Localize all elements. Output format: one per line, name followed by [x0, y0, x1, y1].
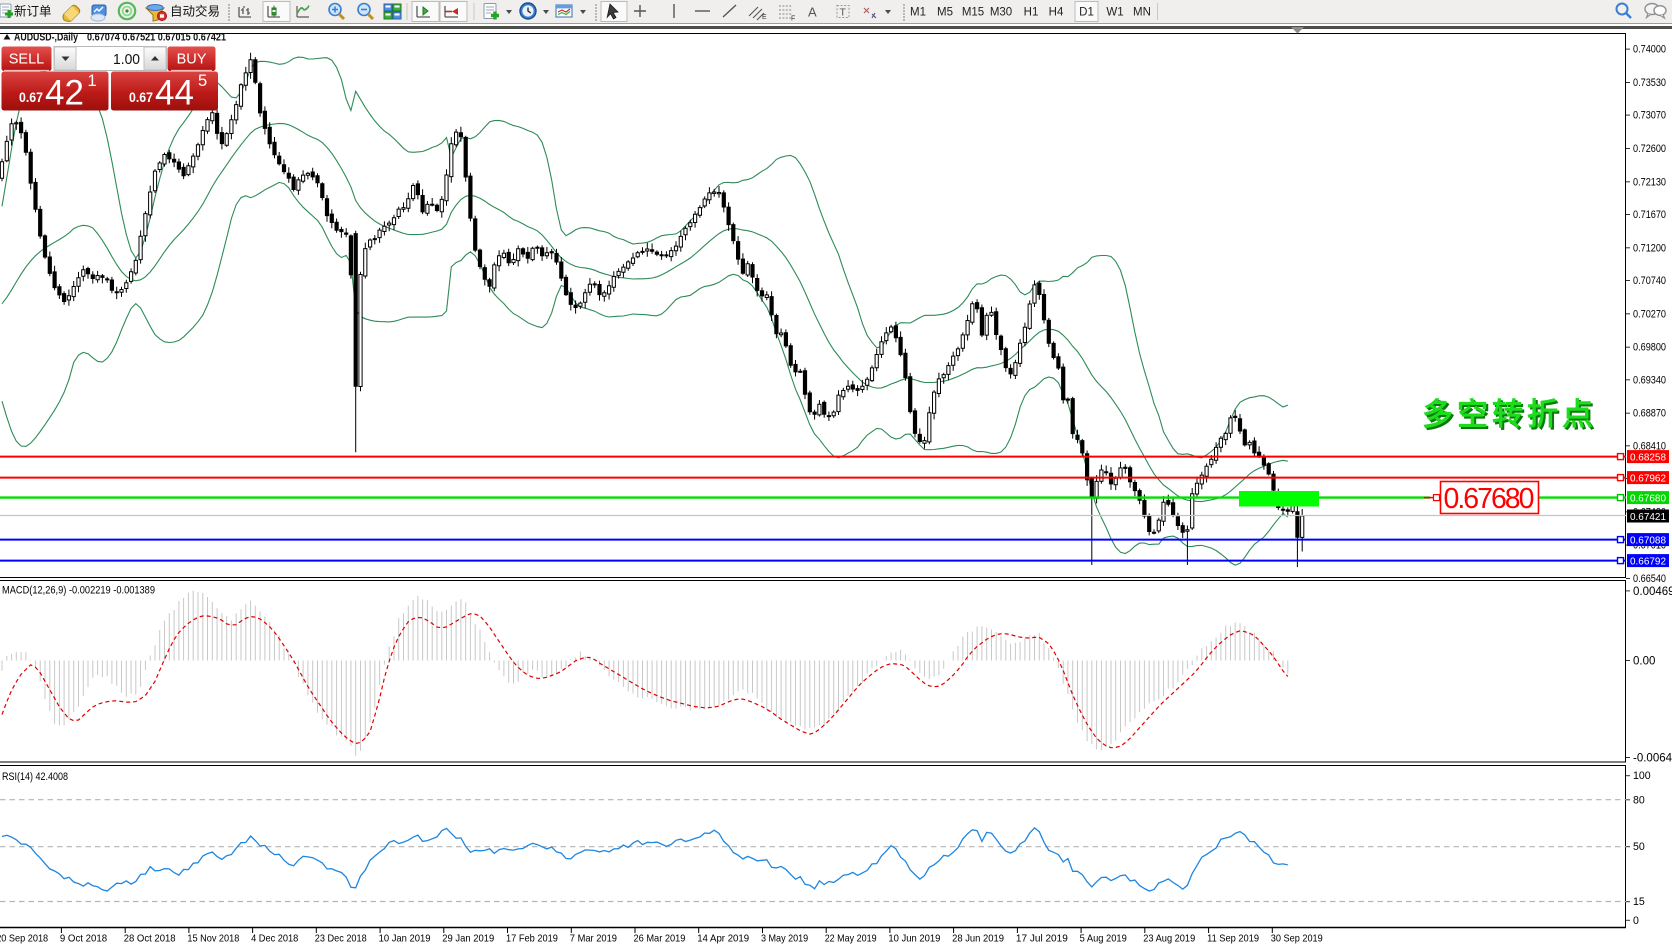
svg-text:0.68410: 0.68410 — [1633, 440, 1666, 452]
svg-text:0.72130: 0.72130 — [1633, 176, 1666, 188]
svg-text:-0.006427: -0.006427 — [1633, 753, 1672, 765]
svg-text:0.74000: 0.74000 — [1633, 44, 1666, 56]
svg-text:0.71200: 0.71200 — [1633, 242, 1666, 254]
svg-text:5 Aug 2019: 5 Aug 2019 — [1080, 934, 1127, 945]
svg-text:M15: M15 — [962, 7, 984, 19]
svg-text:0.67680: 0.67680 — [1630, 493, 1666, 504]
svg-text:17 Jul 2019: 17 Jul 2019 — [1016, 934, 1068, 945]
svg-text:23 Aug 2019: 23 Aug 2019 — [1143, 934, 1195, 945]
svg-text:H1: H1 — [1024, 7, 1039, 19]
svg-text:自动交易: 自动交易 — [170, 4, 220, 19]
svg-text:30 Sep 2019: 30 Sep 2019 — [1271, 934, 1323, 945]
svg-text:0.70270: 0.70270 — [1633, 308, 1666, 320]
svg-text:23 Dec 2018: 23 Dec 2018 — [315, 934, 367, 945]
svg-text:20 Sep 2018: 20 Sep 2018 — [0, 934, 48, 945]
svg-text:0.69800: 0.69800 — [1633, 342, 1666, 354]
svg-text:22 May 2019: 22 May 2019 — [825, 934, 877, 945]
svg-text:M5: M5 — [937, 7, 953, 19]
svg-text:0.00: 0.00 — [1633, 656, 1655, 668]
svg-text:M30: M30 — [990, 7, 1012, 19]
svg-text:MACD(12,26,9) -0.002219 -0.001: MACD(12,26,9) -0.002219 -0.001389 — [2, 585, 155, 597]
svg-text:14 Apr 2019: 14 Apr 2019 — [697, 934, 749, 945]
svg-text:MN: MN — [1133, 7, 1151, 19]
svg-text:多空转折点: 多空转折点 — [1424, 399, 1599, 434]
svg-text:28 Jun 2019: 28 Jun 2019 — [952, 934, 1004, 945]
svg-text:17 Feb 2019: 17 Feb 2019 — [506, 934, 558, 945]
svg-text:0.66792: 0.66792 — [1630, 556, 1666, 567]
svg-text:9 Oct 2018: 9 Oct 2018 — [60, 934, 107, 945]
svg-text:10 Jun 2019: 10 Jun 2019 — [888, 934, 940, 945]
svg-text:15 Nov 2018: 15 Nov 2018 — [187, 934, 239, 945]
svg-text:42: 42 — [45, 74, 84, 113]
svg-text:4 Dec 2018: 4 Dec 2018 — [251, 934, 298, 945]
svg-text:1: 1 — [88, 72, 97, 90]
svg-text:3 May 2019: 3 May 2019 — [761, 934, 808, 945]
svg-text:0.67962: 0.67962 — [1630, 473, 1666, 484]
svg-text:0.67421: 0.67421 — [1630, 512, 1666, 523]
svg-text:E: E — [762, 14, 767, 21]
svg-text:11 Sep 2019: 11 Sep 2019 — [1207, 934, 1259, 945]
svg-text:5: 5 — [198, 72, 207, 90]
svg-text:多空转折点: 多空转折点 — [1422, 397, 1597, 432]
svg-text:0.67680: 0.67680 — [1444, 483, 1535, 515]
svg-text:0.67: 0.67 — [129, 90, 153, 105]
svg-text:H4: H4 — [1049, 7, 1064, 19]
svg-text:15: 15 — [1633, 896, 1645, 908]
svg-text:0.70740: 0.70740 — [1633, 275, 1666, 287]
svg-text:F: F — [791, 16, 795, 23]
svg-text:RSI(14) 42.4008: RSI(14) 42.4008 — [2, 771, 68, 783]
svg-text:0: 0 — [1633, 915, 1639, 927]
svg-text:0.67: 0.67 — [19, 90, 43, 105]
svg-text:0.67074 0.67521 0.67015 0.6742: 0.67074 0.67521 0.67015 0.67421 — [87, 31, 226, 43]
svg-text:80: 80 — [1633, 794, 1645, 806]
svg-text:0.72600: 0.72600 — [1633, 143, 1666, 155]
svg-text:SELL: SELL — [9, 52, 44, 68]
svg-text:0.73530: 0.73530 — [1633, 77, 1666, 89]
svg-text:0.68870: 0.68870 — [1633, 408, 1666, 420]
svg-text:AUDUSD-,Daily: AUDUSD-,Daily — [14, 31, 79, 43]
svg-text:D1: D1 — [1079, 7, 1094, 19]
svg-text:0.71670: 0.71670 — [1633, 209, 1666, 221]
svg-text:0.67088: 0.67088 — [1630, 535, 1666, 546]
svg-text:29 Jan 2019: 29 Jan 2019 — [442, 934, 494, 945]
svg-text:28 Oct 2018: 28 Oct 2018 — [124, 934, 176, 945]
svg-text:M1: M1 — [910, 7, 926, 19]
svg-text:1.00: 1.00 — [113, 51, 140, 68]
svg-text:44: 44 — [155, 74, 194, 113]
svg-text:10 Jan 2019: 10 Jan 2019 — [379, 934, 431, 945]
svg-text:0.68258: 0.68258 — [1630, 452, 1666, 463]
svg-text:A: A — [808, 5, 817, 20]
svg-text:T: T — [840, 7, 847, 19]
svg-text:7 Mar 2019: 7 Mar 2019 — [570, 934, 617, 945]
svg-text:0.66540: 0.66540 — [1633, 573, 1666, 585]
svg-text:100: 100 — [1633, 770, 1651, 782]
svg-text:新订单: 新订单 — [14, 4, 52, 19]
svg-text:W1: W1 — [1106, 7, 1123, 19]
svg-text:0.004696: 0.004696 — [1633, 586, 1672, 598]
svg-text:BUY: BUY — [177, 52, 207, 68]
svg-text:0.73070: 0.73070 — [1633, 110, 1666, 122]
svg-text:50: 50 — [1633, 841, 1645, 853]
svg-text:0.69340: 0.69340 — [1633, 374, 1666, 386]
svg-text:26 Mar 2019: 26 Mar 2019 — [634, 934, 686, 945]
